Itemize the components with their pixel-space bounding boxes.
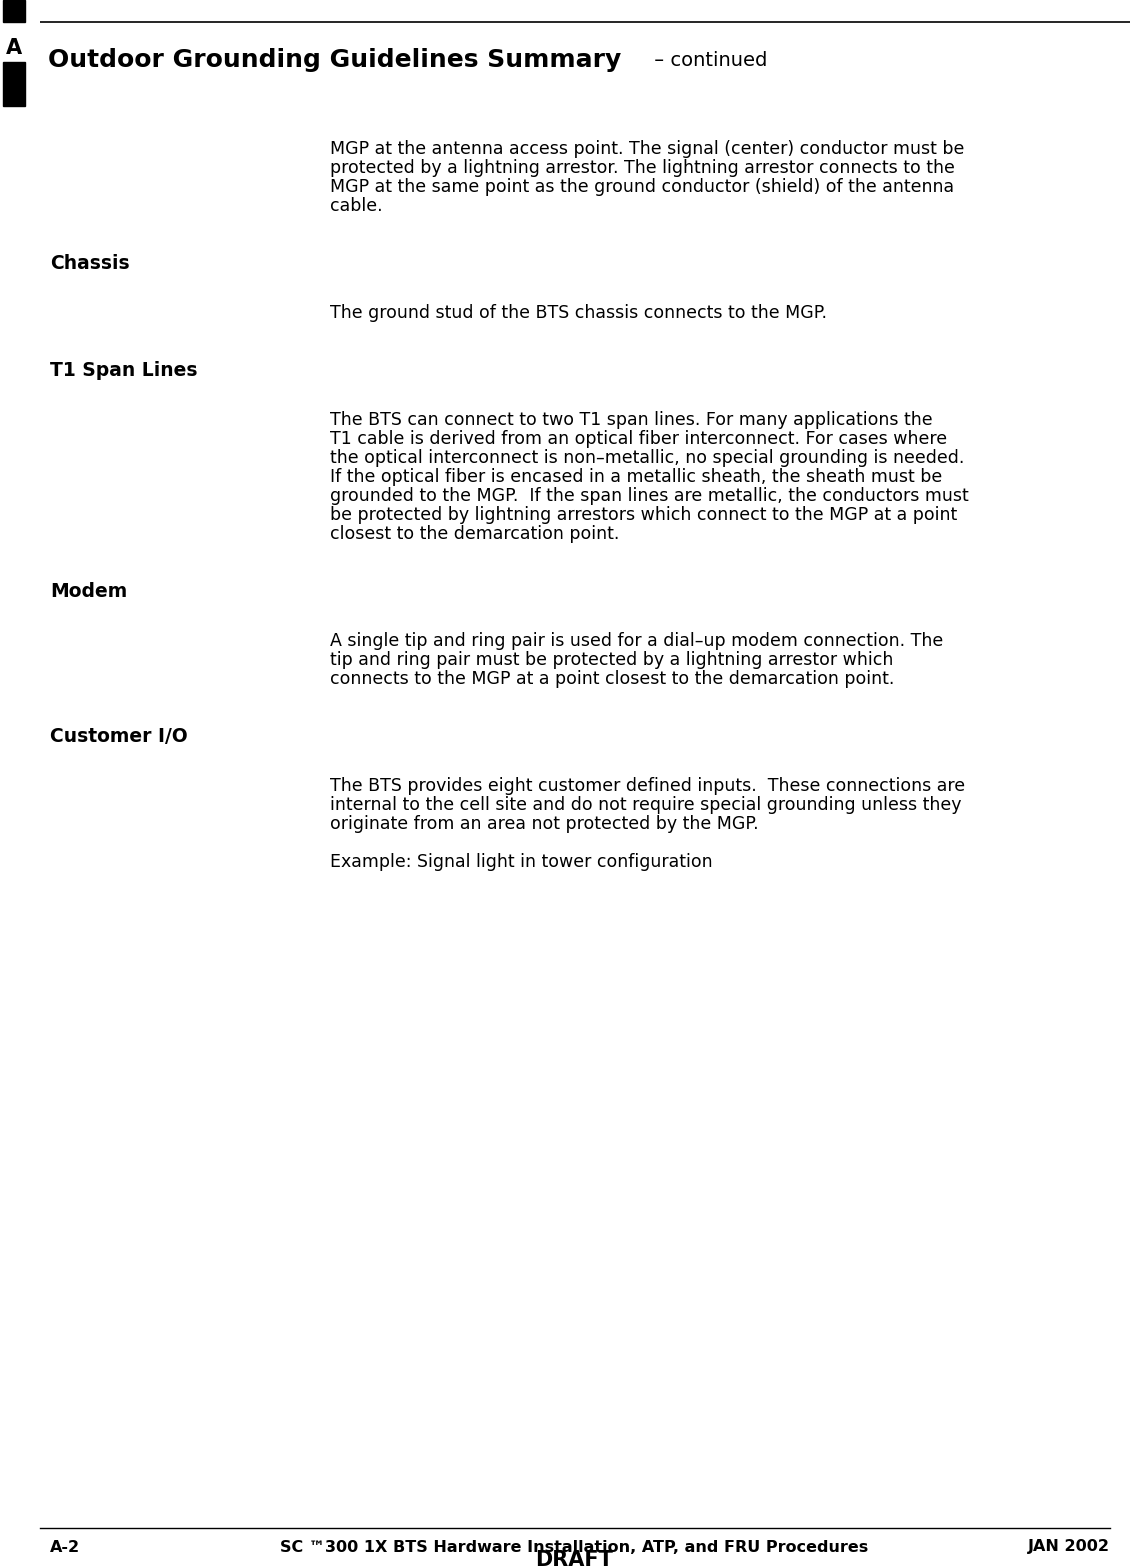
Bar (3, 63, 25, 106)
Text: MGP at the same point as the ground conductor (shield) of the antenna: MGP at the same point as the ground cond… (329, 179, 954, 196)
Text: Modem: Modem (51, 583, 127, 601)
Text: The BTS provides eight customer defined inputs.  These connections are: The BTS provides eight customer defined … (329, 777, 965, 796)
Text: cable.: cable. (329, 197, 382, 215)
Text: grounded to the MGP.  If the span lines are metallic, the conductors must: grounded to the MGP. If the span lines a… (329, 487, 969, 504)
Text: originate from an area not protected by the MGP.: originate from an area not protected by … (329, 814, 759, 833)
Text: Customer I/O: Customer I/O (51, 727, 188, 745)
Text: Example: Signal light in tower configuration: Example: Signal light in tower configura… (329, 853, 713, 871)
Text: internal to the cell site and do not require special grounding unless they: internal to the cell site and do not req… (329, 796, 962, 814)
Text: Chassis: Chassis (51, 254, 130, 272)
Text: The ground stud of the BTS chassis connects to the MGP.: The ground stud of the BTS chassis conne… (329, 304, 827, 323)
Text: be protected by lightning arrestors which connect to the MGP at a point: be protected by lightning arrestors whic… (329, 506, 957, 525)
Text: connects to the MGP at a point closest to the demarcation point.: connects to the MGP at a point closest t… (329, 670, 894, 687)
Text: A: A (6, 38, 22, 58)
Text: T1 Span Lines: T1 Span Lines (51, 362, 197, 381)
Text: MGP at the antenna access point. The signal (center) conductor must be: MGP at the antenna access point. The sig… (329, 139, 964, 158)
Text: protected by a lightning arrestor. The lightning arrestor connects to the: protected by a lightning arrestor. The l… (329, 160, 955, 177)
Text: Outdoor Grounding Guidelines Summary: Outdoor Grounding Guidelines Summary (48, 49, 621, 72)
Text: SC ™300 1X BTS Hardware Installation, ATP, and FRU Procedures: SC ™300 1X BTS Hardware Installation, AT… (280, 1539, 868, 1555)
Text: T1 cable is derived from an optical fiber interconnect. For cases where: T1 cable is derived from an optical fibe… (329, 431, 947, 448)
Text: A single tip and ring pair is used for a dial–up modem connection. The: A single tip and ring pair is used for a… (329, 633, 944, 650)
Text: DRAFT: DRAFT (535, 1550, 613, 1566)
Text: closest to the demarcation point.: closest to the demarcation point. (329, 525, 620, 543)
Text: If the optical fiber is encased in a metallic sheath, the sheath must be: If the optical fiber is encased in a met… (329, 468, 943, 485)
Text: the optical interconnect is non–metallic, no special grounding is needed.: the optical interconnect is non–metallic… (329, 449, 964, 467)
Text: JAN 2002: JAN 2002 (1027, 1539, 1110, 1555)
Text: The BTS can connect to two T1 span lines. For many applications the: The BTS can connect to two T1 span lines… (329, 410, 932, 429)
Text: – continued: – continued (647, 50, 767, 69)
Text: A-2: A-2 (51, 1539, 80, 1555)
Bar (3, 0, 25, 22)
Text: tip and ring pair must be protected by a lightning arrestor which: tip and ring pair must be protected by a… (329, 651, 893, 669)
